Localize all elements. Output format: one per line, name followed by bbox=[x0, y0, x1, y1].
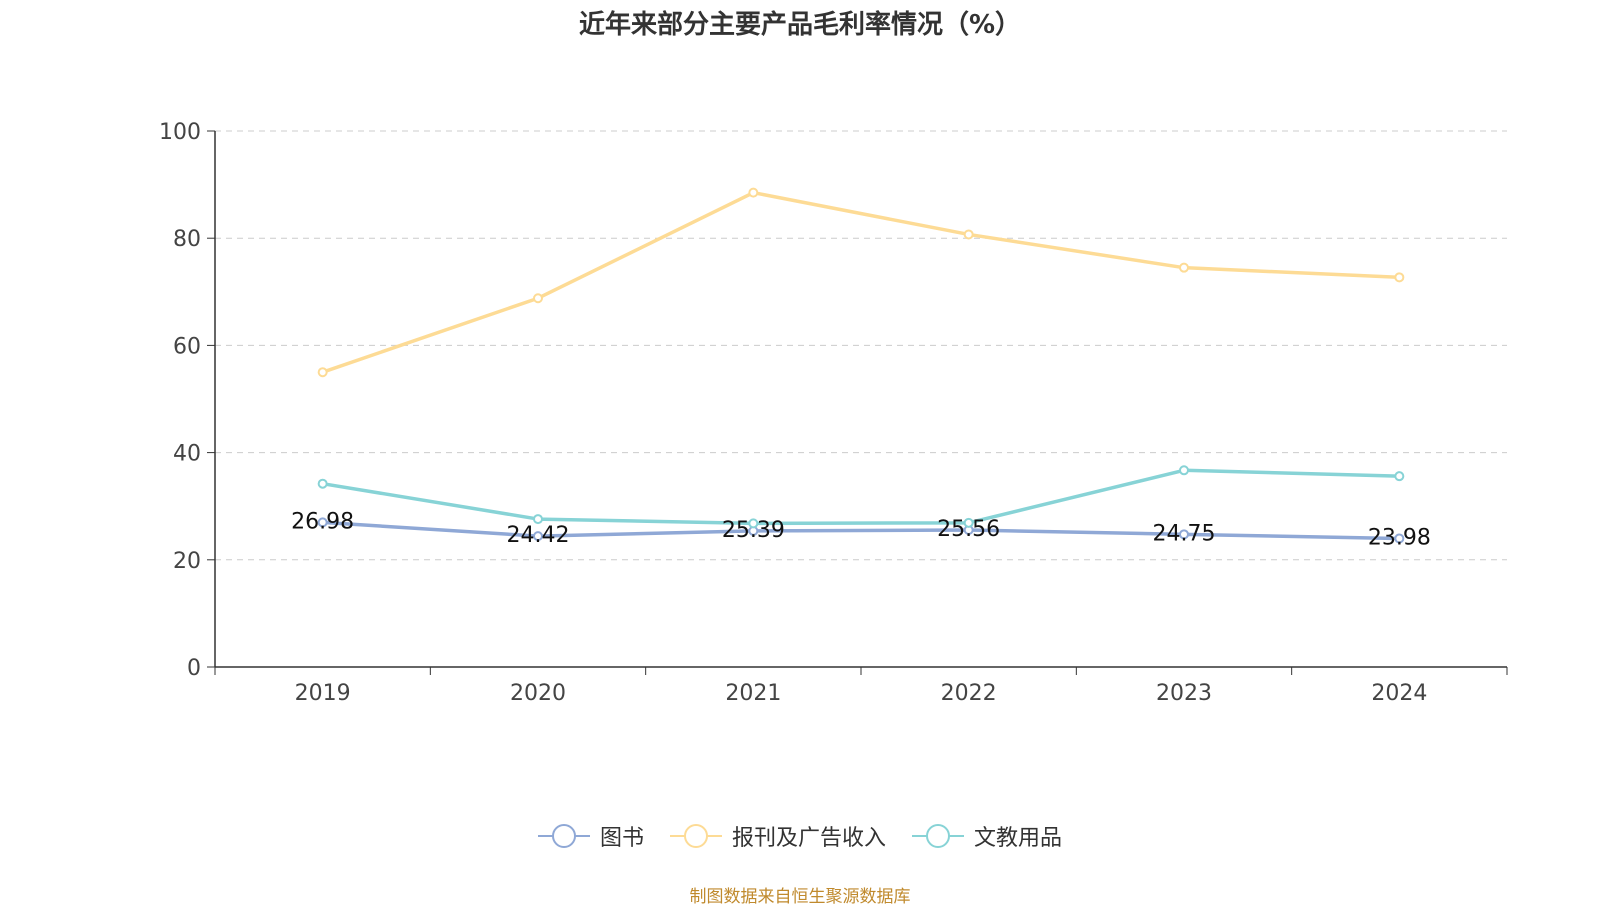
y-tick-label: 60 bbox=[173, 334, 201, 359]
x-tick-label: 2021 bbox=[725, 681, 781, 706]
series-2-point bbox=[317, 367, 328, 378]
y-tick-label: 40 bbox=[173, 442, 201, 467]
grid-layer bbox=[215, 130, 1507, 561]
y-tick-label: 0 bbox=[187, 656, 201, 681]
series-1-point bbox=[1179, 529, 1189, 540]
x-tick-label: 2024 bbox=[1371, 681, 1427, 706]
data-label-layer: 26.98 24.42 25.39 25.56 24.75 23.98 bbox=[291, 509, 1431, 550]
series-3-point bbox=[1394, 471, 1405, 482]
series-3-point bbox=[748, 518, 759, 529]
y-tick-label: 20 bbox=[173, 549, 201, 574]
y-tick-label: 100 bbox=[159, 120, 201, 145]
x-tick-label: 2019 bbox=[295, 681, 351, 706]
series-2-point bbox=[963, 229, 974, 240]
data-label: 25.39 bbox=[722, 518, 785, 543]
legend-marker-icon bbox=[669, 823, 722, 849]
data-label: 26.98 bbox=[291, 509, 354, 534]
data-label: 25.56 bbox=[937, 517, 1000, 542]
legend-label: 文教用品 bbox=[974, 826, 1063, 851]
series-3-point bbox=[317, 478, 328, 489]
legend-item-1[interactable]: 图书 bbox=[537, 820, 644, 852]
legend-label: 图书 bbox=[599, 826, 644, 851]
legend-item-3[interactable]: 文教用品 bbox=[912, 820, 1062, 852]
series-line-1 bbox=[322, 520, 1400, 541]
series-3-point bbox=[533, 514, 543, 525]
series-1-point bbox=[1394, 533, 1405, 544]
series-2-point bbox=[1394, 272, 1405, 283]
series-2-point bbox=[533, 293, 543, 304]
series-3-point bbox=[1179, 465, 1189, 476]
series-1-point bbox=[533, 531, 543, 542]
axis-layer: 0 20 40 60 80 100 2019 2020 2021 2022 2023 2024 bbox=[159, 120, 1508, 706]
source-note: 制图数据来自恒生聚源数据库 bbox=[689, 887, 911, 907]
series-3-point bbox=[963, 517, 974, 528]
legend-label: 报刊及广告收入 bbox=[731, 826, 886, 851]
legend-marker-icon bbox=[912, 823, 964, 849]
x-tick-label: 2023 bbox=[1156, 681, 1212, 706]
x-tick-label: 2020 bbox=[510, 681, 566, 706]
legend-marker-icon bbox=[537, 823, 590, 849]
data-label: 24.42 bbox=[507, 523, 570, 548]
data-label: 23.98 bbox=[1368, 525, 1431, 550]
series-line-2 bbox=[322, 190, 1400, 374]
chart-title: 近年来部分主要产品毛利率情况（%） bbox=[578, 10, 1022, 40]
data-label: 24.75 bbox=[1153, 521, 1216, 546]
series-layer bbox=[317, 187, 1405, 544]
series-line-3 bbox=[322, 468, 1400, 526]
series-2-point bbox=[1179, 262, 1189, 273]
y-tick-label: 80 bbox=[173, 227, 201, 252]
legend-item-2[interactable]: 报刊及广告收入 bbox=[669, 820, 886, 852]
legend: 图书 报刊及广告收入 文教用品 bbox=[0, 820, 1600, 852]
series-1-point bbox=[317, 517, 328, 528]
series-2-point bbox=[748, 187, 759, 198]
x-tick-label: 2022 bbox=[941, 681, 997, 706]
